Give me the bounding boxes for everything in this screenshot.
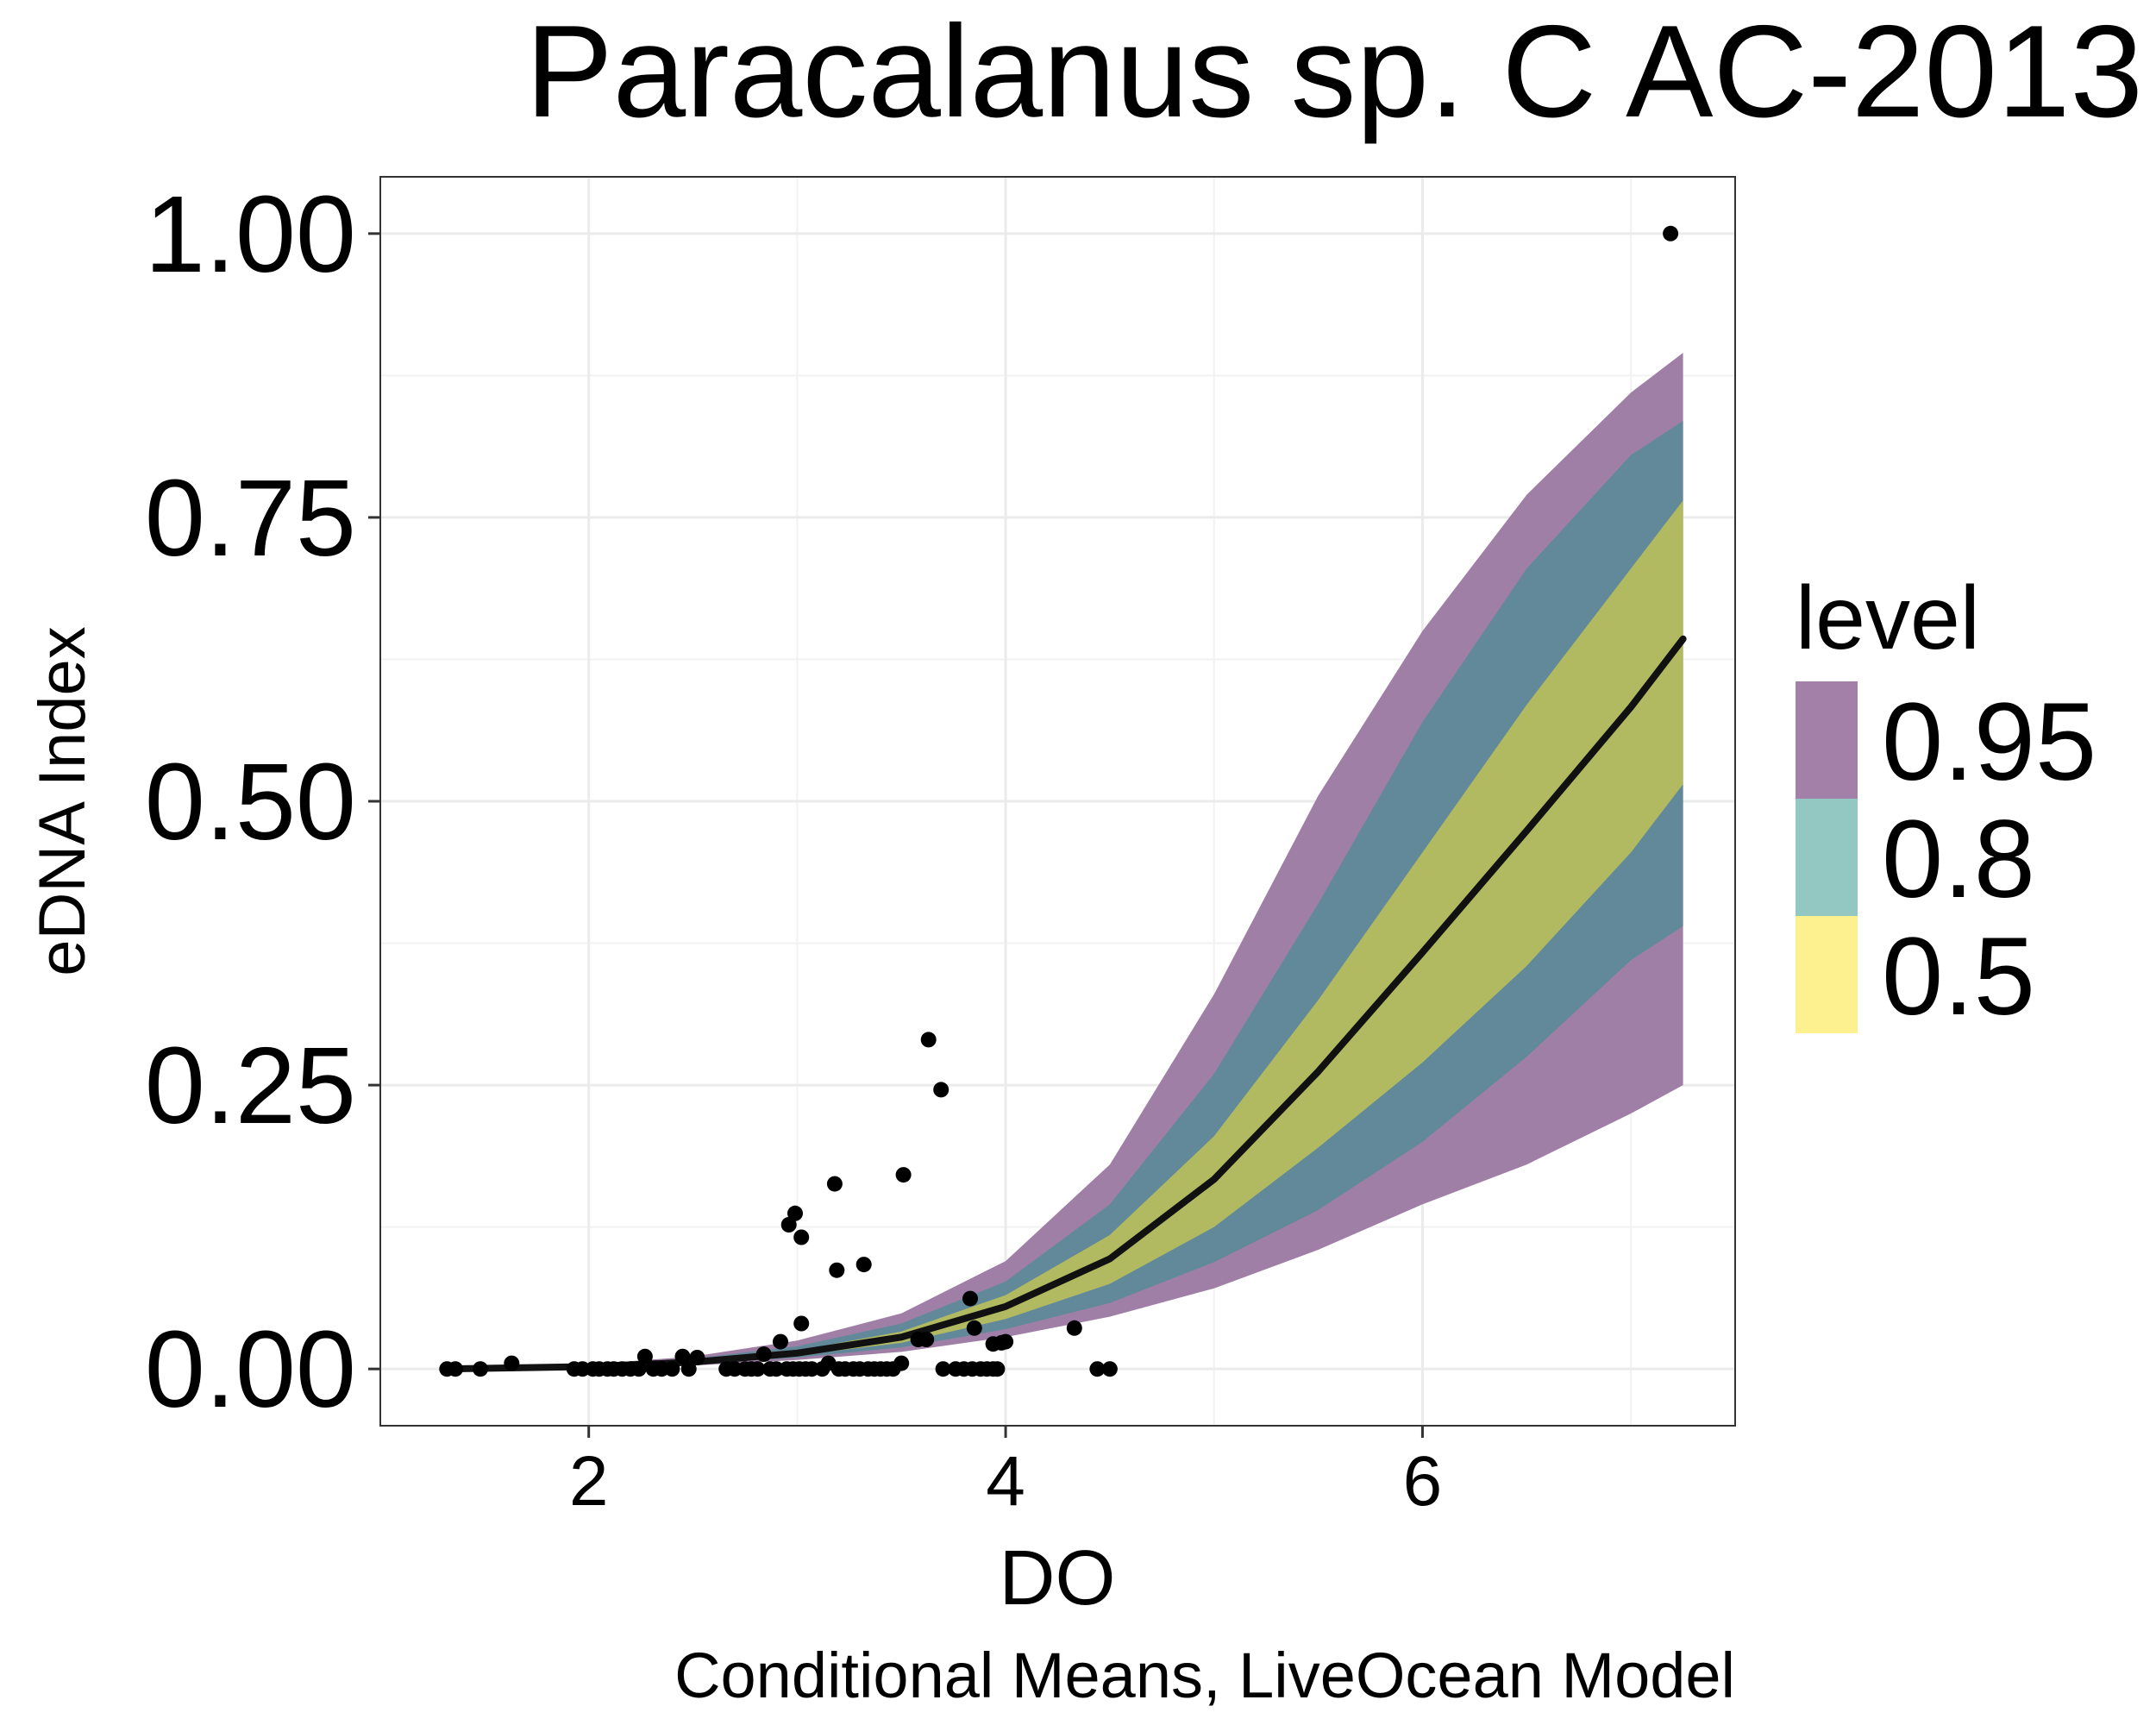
data-point — [674, 1348, 691, 1364]
data-point — [933, 1082, 950, 1098]
data-point — [962, 1290, 978, 1307]
y-tick-label: 1.00 — [145, 173, 356, 295]
data-point — [893, 1355, 910, 1371]
x-tick-label: 4 — [986, 1442, 1025, 1521]
data-point — [473, 1361, 488, 1377]
data-point — [773, 1333, 788, 1350]
data-point — [448, 1361, 463, 1377]
data-point — [935, 1361, 951, 1377]
data-point — [1663, 225, 1679, 242]
legend-label: 0.95 — [1882, 681, 2096, 804]
data-point — [920, 1032, 937, 1048]
y-axis: 0.00 0.25 0.50 0.75 1.00 — [145, 173, 380, 1430]
data-point — [504, 1355, 520, 1371]
data-point — [780, 1217, 797, 1233]
data-point — [664, 1361, 680, 1377]
chart-title: Paracalanus sp. C AC-2013 — [525, 0, 2143, 145]
data-points — [439, 225, 1679, 1377]
legend-key — [1796, 916, 1858, 1033]
band-80 — [442, 421, 1683, 1370]
data-point — [1101, 1361, 1118, 1377]
legend-key — [1796, 681, 1858, 799]
data-point — [1089, 1361, 1106, 1377]
legend-key — [1796, 799, 1858, 916]
y-tick-label: 0.25 — [145, 1025, 356, 1146]
chart-caption: Conditional Means, LiveOcean Model — [674, 1640, 1735, 1711]
legend-label: 0.8 — [1882, 798, 2035, 921]
data-point — [755, 1346, 772, 1363]
data-point — [856, 1257, 872, 1273]
data-point — [636, 1348, 653, 1364]
y-tick-label: 0.75 — [145, 457, 356, 579]
data-point — [680, 1361, 697, 1377]
data-point — [1066, 1320, 1082, 1336]
y-tick-label: 0.00 — [145, 1308, 356, 1430]
data-point — [793, 1229, 810, 1245]
data-point — [787, 1205, 803, 1221]
data-point — [998, 1333, 1014, 1350]
data-point — [749, 1361, 766, 1377]
y-axis-title: eDNA Index — [26, 626, 99, 976]
data-point — [826, 1176, 843, 1192]
data-point — [918, 1332, 935, 1347]
data-point — [793, 1315, 810, 1332]
data-point — [895, 1167, 912, 1183]
legend-title: level — [1796, 568, 1980, 668]
legend-label: 0.5 — [1882, 915, 2035, 1038]
y-tick-label: 0.50 — [145, 741, 356, 862]
data-point — [966, 1320, 982, 1336]
x-tick-label: 6 — [1403, 1442, 1443, 1521]
data-point — [829, 1262, 845, 1278]
data-point — [630, 1361, 647, 1377]
x-axis: 2 4 6 — [569, 1426, 1442, 1521]
data-point — [689, 1350, 705, 1365]
data-point — [989, 1361, 1006, 1377]
legend: level 0.950.80.5 — [1796, 568, 2096, 1038]
x-axis-title: DO — [1000, 1535, 1116, 1622]
x-tick-label: 2 — [569, 1442, 609, 1521]
